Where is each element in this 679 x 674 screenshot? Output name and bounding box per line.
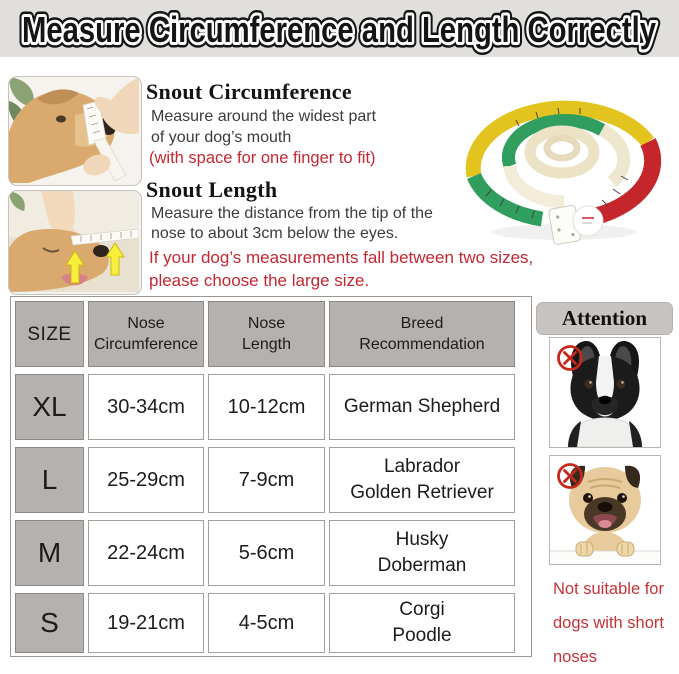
table-row-size: M bbox=[15, 520, 84, 586]
table-row-size: L bbox=[15, 447, 84, 513]
not-allowed-icon bbox=[557, 345, 583, 371]
snout-circumference-body: Measure around the widest part of your d… bbox=[151, 108, 377, 146]
table-row-circumference: 22-24cm bbox=[88, 520, 204, 586]
not-allowed-icon bbox=[557, 463, 583, 489]
column-header-size: SIZE bbox=[15, 301, 84, 367]
table-row-circumference: 19-21cm bbox=[88, 593, 204, 653]
table-row-length: 10-12cm bbox=[208, 374, 325, 440]
french-bulldog-image bbox=[550, 338, 660, 448]
page-title: Measure Circumference and Length Correct… bbox=[17, 4, 662, 56]
column-header-breed-recommendation: Breed Recommendation bbox=[329, 301, 515, 367]
svg-text:Measure Circumference and Leng: Measure Circumference and Length Correct… bbox=[22, 9, 656, 50]
table-row-size: S bbox=[15, 593, 84, 653]
attention-heading: Attention bbox=[536, 302, 673, 335]
up-arrow-icon bbox=[105, 242, 125, 276]
short-nose-warning: Not suitable for dogs with short noses bbox=[553, 580, 664, 666]
table-row-breed: Corgi Poodle bbox=[329, 593, 515, 653]
table-row-breed: Husky Doberman bbox=[329, 520, 515, 586]
table-row-length: 7-9cm bbox=[208, 447, 325, 513]
title-band: Measure Circumference and Length Correct… bbox=[0, 0, 679, 57]
photo-measuring-snout-circumference bbox=[8, 76, 142, 186]
column-header-nose-length: Nose Length bbox=[208, 301, 325, 367]
size-table: SIZE Nose Circumference Nose Length Bree… bbox=[10, 296, 532, 657]
table-row-circumference: 25-29cm bbox=[88, 447, 204, 513]
table-row-length: 4-5cm bbox=[208, 593, 325, 653]
measuring-tape-image bbox=[452, 80, 679, 252]
not-suitable-pug-box bbox=[549, 455, 661, 565]
finger-space-note: (with space for one finger to fit) bbox=[149, 149, 376, 167]
column-header-nose-circumference: Nose Circumference bbox=[88, 301, 204, 367]
photo-measuring-snout-length bbox=[8, 190, 142, 295]
up-arrow-icon bbox=[65, 250, 85, 284]
svg-text:Measure Circumference and Leng: Measure Circumference and Length Correct… bbox=[22, 9, 656, 50]
svg-text:Measure Circumference and Leng: Measure Circumference and Length Correct… bbox=[22, 9, 656, 50]
snout-length-body: Measure the distance from the tip of the… bbox=[151, 205, 433, 242]
table-row-circumference: 30-34cm bbox=[88, 374, 204, 440]
dog-circumference-measure-illustration bbox=[9, 77, 139, 183]
snout-length-heading: Snout Length bbox=[146, 177, 278, 202]
not-suitable-french-bulldog-box bbox=[549, 337, 661, 448]
table-row-size: XL bbox=[15, 374, 84, 440]
dog-length-measure-illustration bbox=[9, 191, 139, 292]
table-row-length: 5-6cm bbox=[208, 520, 325, 586]
snout-circumference-heading: Snout Circumference bbox=[146, 79, 352, 104]
between-sizes-warning: If your dog’s measurements fall between … bbox=[149, 248, 534, 290]
table-row-breed: Labrador Golden Retriever bbox=[329, 447, 515, 513]
table-row-breed: German Shepherd bbox=[329, 374, 515, 440]
